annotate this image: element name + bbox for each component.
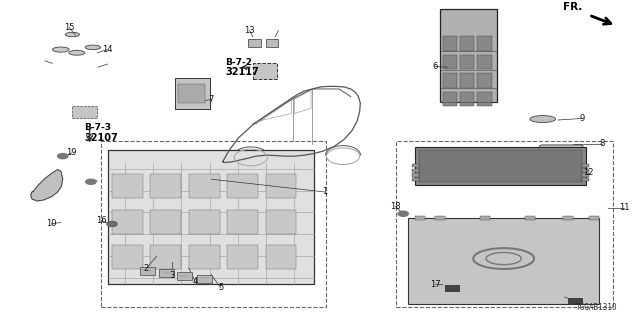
Text: B-7-3: B-7-3 <box>84 124 111 132</box>
Bar <box>101 141 326 307</box>
Text: B-7-2: B-7-2 <box>225 58 252 67</box>
Text: TGGAB1310: TGGAB1310 <box>576 303 618 312</box>
Bar <box>412 164 419 167</box>
Bar <box>460 55 474 69</box>
Bar <box>412 178 419 181</box>
Bar <box>175 78 210 109</box>
Text: 1: 1 <box>323 188 328 196</box>
Bar <box>443 73 457 88</box>
Text: 32107: 32107 <box>84 132 118 143</box>
Bar <box>227 210 258 234</box>
Bar <box>266 245 296 269</box>
Bar <box>419 150 582 182</box>
Bar <box>443 55 457 69</box>
Bar <box>189 174 220 198</box>
Bar <box>477 55 492 69</box>
Text: 12: 12 <box>584 168 594 177</box>
Bar <box>266 39 278 47</box>
Bar <box>525 216 535 220</box>
Bar <box>412 169 419 172</box>
Bar <box>480 216 490 220</box>
Text: 17: 17 <box>430 280 440 289</box>
Text: 3: 3 <box>169 271 174 280</box>
Bar <box>227 174 258 198</box>
Text: 13: 13 <box>244 26 255 35</box>
Circle shape <box>86 179 96 184</box>
Text: 15: 15 <box>64 23 74 32</box>
Text: 14: 14 <box>102 45 113 54</box>
Bar <box>396 141 613 307</box>
Bar <box>460 73 474 88</box>
Bar <box>445 285 459 291</box>
Text: 5: 5 <box>218 284 223 292</box>
Bar <box>440 9 497 102</box>
Text: 8: 8 <box>599 140 604 148</box>
Bar <box>248 39 261 47</box>
Bar <box>563 216 573 220</box>
Bar <box>477 73 492 88</box>
Bar <box>266 210 296 234</box>
Bar <box>582 173 589 177</box>
Text: 10: 10 <box>46 220 56 228</box>
Text: 6: 6 <box>433 62 438 71</box>
Bar <box>159 269 174 277</box>
Bar <box>108 150 314 284</box>
Ellipse shape <box>65 32 79 37</box>
Circle shape <box>398 211 408 216</box>
Bar <box>197 275 212 283</box>
Text: 4: 4 <box>193 277 198 286</box>
Bar <box>150 245 181 269</box>
FancyBboxPatch shape <box>540 145 583 161</box>
Bar <box>589 216 599 220</box>
Text: 2: 2 <box>143 264 148 273</box>
Bar <box>112 210 143 234</box>
Text: 16: 16 <box>96 216 106 225</box>
Bar <box>253 63 277 79</box>
Bar <box>435 216 445 220</box>
Bar <box>189 210 220 234</box>
Bar <box>177 272 192 280</box>
Text: 11: 11 <box>619 204 629 212</box>
Bar <box>460 92 474 106</box>
Bar <box>112 245 143 269</box>
Bar <box>150 174 181 198</box>
Bar <box>443 92 457 106</box>
Bar <box>140 267 155 275</box>
Bar <box>178 84 205 103</box>
Bar <box>568 298 582 303</box>
Bar <box>415 216 425 220</box>
Circle shape <box>107 221 117 227</box>
Bar <box>477 36 492 51</box>
Polygon shape <box>31 170 63 201</box>
Bar <box>408 218 599 304</box>
Ellipse shape <box>52 47 69 52</box>
Bar <box>582 164 589 167</box>
Bar <box>412 173 419 177</box>
Bar <box>582 169 589 172</box>
Circle shape <box>58 154 68 159</box>
Text: 18: 18 <box>390 202 401 211</box>
Text: FR.: FR. <box>563 2 582 12</box>
Ellipse shape <box>530 116 556 123</box>
Bar <box>227 245 258 269</box>
Text: 7: 7 <box>209 95 214 104</box>
Bar <box>189 245 220 269</box>
Text: 19: 19 <box>67 148 77 157</box>
Text: 32117: 32117 <box>225 67 259 77</box>
Text: 9: 9 <box>580 114 585 123</box>
Bar <box>477 92 492 106</box>
Bar <box>150 210 181 234</box>
Bar <box>266 174 296 198</box>
Bar <box>443 36 457 51</box>
Bar <box>415 147 586 185</box>
Bar <box>582 178 589 181</box>
Ellipse shape <box>69 51 84 55</box>
Bar <box>460 36 474 51</box>
Ellipse shape <box>85 45 100 50</box>
Bar <box>72 106 97 118</box>
Bar <box>112 174 143 198</box>
